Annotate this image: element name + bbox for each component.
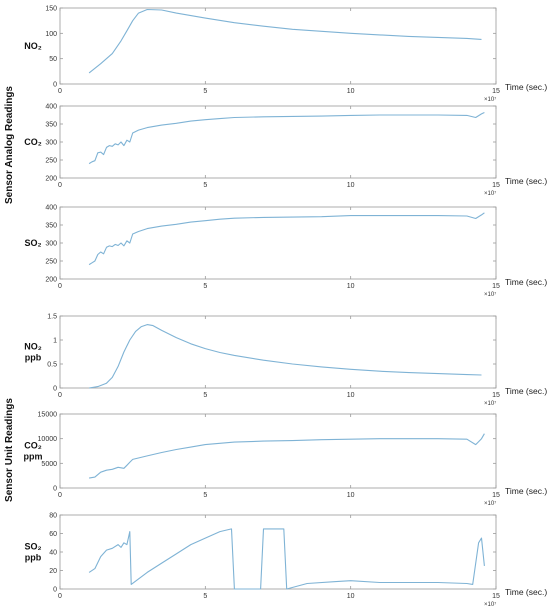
x-tick-label: 15 bbox=[492, 88, 500, 95]
x-tick-label: 5 bbox=[203, 283, 207, 290]
plot-frame bbox=[59, 315, 497, 389]
x-tick-label: 5 bbox=[203, 182, 207, 189]
panel-label: SO₂ bbox=[24, 238, 41, 248]
x-tick-label: 5 bbox=[203, 392, 207, 399]
series-line bbox=[89, 433, 485, 479]
x-tick-label: 0 bbox=[58, 593, 62, 600]
x-axis-label: Time (sec.) bbox=[505, 176, 547, 186]
y-tick-label: 50 bbox=[49, 56, 57, 63]
y-tick-label: 10000 bbox=[38, 436, 58, 443]
y-tick-label: 1 bbox=[53, 338, 57, 345]
y-tick-label: 15000 bbox=[38, 412, 58, 419]
x-tick-label: 15 bbox=[492, 593, 500, 600]
group-label-unit: Sensor Unit Readings bbox=[4, 398, 15, 502]
y-tick-label: 0 bbox=[53, 386, 57, 393]
series-line bbox=[88, 8, 482, 74]
x-multiplier-label: ×10⁷ bbox=[484, 96, 496, 103]
chart-panel-2: 200 250 300 350 400 0 5 10 15×10⁷ Time (sec.) SO₂ bbox=[24, 205, 547, 299]
y-tick-label: 0 bbox=[53, 587, 57, 594]
x-axis-label: Time (sec.) bbox=[505, 82, 547, 92]
x-tick-label: 0 bbox=[58, 492, 62, 499]
y-tick-label: 250 bbox=[45, 158, 57, 165]
panel-label: SO₂ bbox=[24, 542, 41, 552]
y-tick-label: 0 bbox=[53, 486, 57, 493]
y-tick-label: 100 bbox=[45, 31, 57, 38]
plot-frame bbox=[59, 514, 497, 590]
x-multiplier-label: ×10⁷ bbox=[484, 601, 496, 608]
panel-label: ppb bbox=[25, 553, 42, 563]
x-tick-label: 5 bbox=[203, 593, 207, 600]
x-tick-label: 0 bbox=[58, 283, 62, 290]
y-tick-label: 250 bbox=[45, 259, 57, 266]
x-tick-label: 10 bbox=[347, 593, 355, 600]
x-tick-label: 5 bbox=[203, 88, 207, 95]
x-axis-label: Time (sec.) bbox=[505, 277, 547, 287]
y-tick-label: 1.5 bbox=[47, 314, 57, 321]
x-multiplier-label: ×10⁷ bbox=[484, 400, 496, 407]
x-tick-label: 15 bbox=[492, 182, 500, 189]
plot-frame bbox=[59, 7, 497, 85]
y-tick-label: 40 bbox=[49, 550, 57, 557]
x-multiplier-label: ×10⁷ bbox=[484, 190, 496, 197]
y-tick-label: 5000 bbox=[41, 461, 57, 468]
panel-label: ppm bbox=[24, 452, 43, 462]
panel-label: CO₂ bbox=[24, 137, 42, 147]
x-multiplier-label: ×10⁷ bbox=[484, 500, 496, 507]
series-line bbox=[89, 324, 482, 389]
x-tick-label: 10 bbox=[347, 182, 355, 189]
y-tick-label: 200 bbox=[45, 176, 57, 183]
series-line bbox=[88, 528, 485, 590]
x-tick-label: 10 bbox=[347, 283, 355, 290]
panel-label: ppb bbox=[25, 353, 42, 363]
x-tick-label: 10 bbox=[347, 88, 355, 95]
x-tick-label: 5 bbox=[203, 492, 207, 499]
series-line bbox=[88, 212, 485, 266]
y-tick-label: 20 bbox=[49, 568, 57, 575]
panel-label: CO₂ bbox=[24, 441, 42, 451]
plot-frame bbox=[59, 413, 497, 489]
y-tick-label: 150 bbox=[45, 6, 57, 13]
x-tick-label: 0 bbox=[58, 88, 62, 95]
x-tick-label: 0 bbox=[58, 392, 62, 399]
chart-panel-0: 0 50 100 150 0 5 10 15×10⁷ Time (sec.) NO₂ bbox=[24, 6, 547, 104]
panel-label: NO₂ bbox=[24, 41, 42, 51]
x-axis-label: Time (sec.) bbox=[505, 386, 547, 396]
x-tick-label: 15 bbox=[492, 392, 500, 399]
y-tick-label: 300 bbox=[45, 241, 57, 248]
series-line bbox=[88, 112, 485, 165]
y-tick-label: 60 bbox=[49, 531, 57, 538]
x-multiplier-label: ×10⁷ bbox=[484, 291, 496, 298]
y-tick-label: 0 bbox=[53, 82, 57, 89]
x-axis-label: Time (sec.) bbox=[505, 587, 547, 597]
x-tick-label: 15 bbox=[492, 283, 500, 290]
chart-panel-4: 0 5000 10000 15000 0 5 10 15×10⁷ Time (sec.) CO₂p… bbox=[24, 412, 548, 508]
y-tick-label: 200 bbox=[45, 277, 57, 284]
x-tick-label: 15 bbox=[492, 492, 500, 499]
y-tick-label: 300 bbox=[45, 140, 57, 147]
x-tick-label: 10 bbox=[347, 492, 355, 499]
x-tick-label: 0 bbox=[58, 182, 62, 189]
y-tick-label: 400 bbox=[45, 205, 57, 212]
y-tick-label: 80 bbox=[49, 513, 57, 520]
panel-label: NO₂ bbox=[24, 342, 42, 352]
chart-panel-1: 200 250 300 350 400 0 5 10 15×10⁷ Time (sec.) CO₂ bbox=[24, 104, 547, 198]
group-label-analog: Sensor Analog Readings bbox=[4, 86, 15, 204]
y-tick-label: 400 bbox=[45, 104, 57, 111]
x-axis-label: Time (sec.) bbox=[505, 486, 547, 496]
x-tick-label: 10 bbox=[347, 392, 355, 399]
y-tick-label: 350 bbox=[45, 122, 57, 129]
y-tick-label: 350 bbox=[45, 223, 57, 230]
y-tick-label: 0.5 bbox=[47, 362, 57, 369]
